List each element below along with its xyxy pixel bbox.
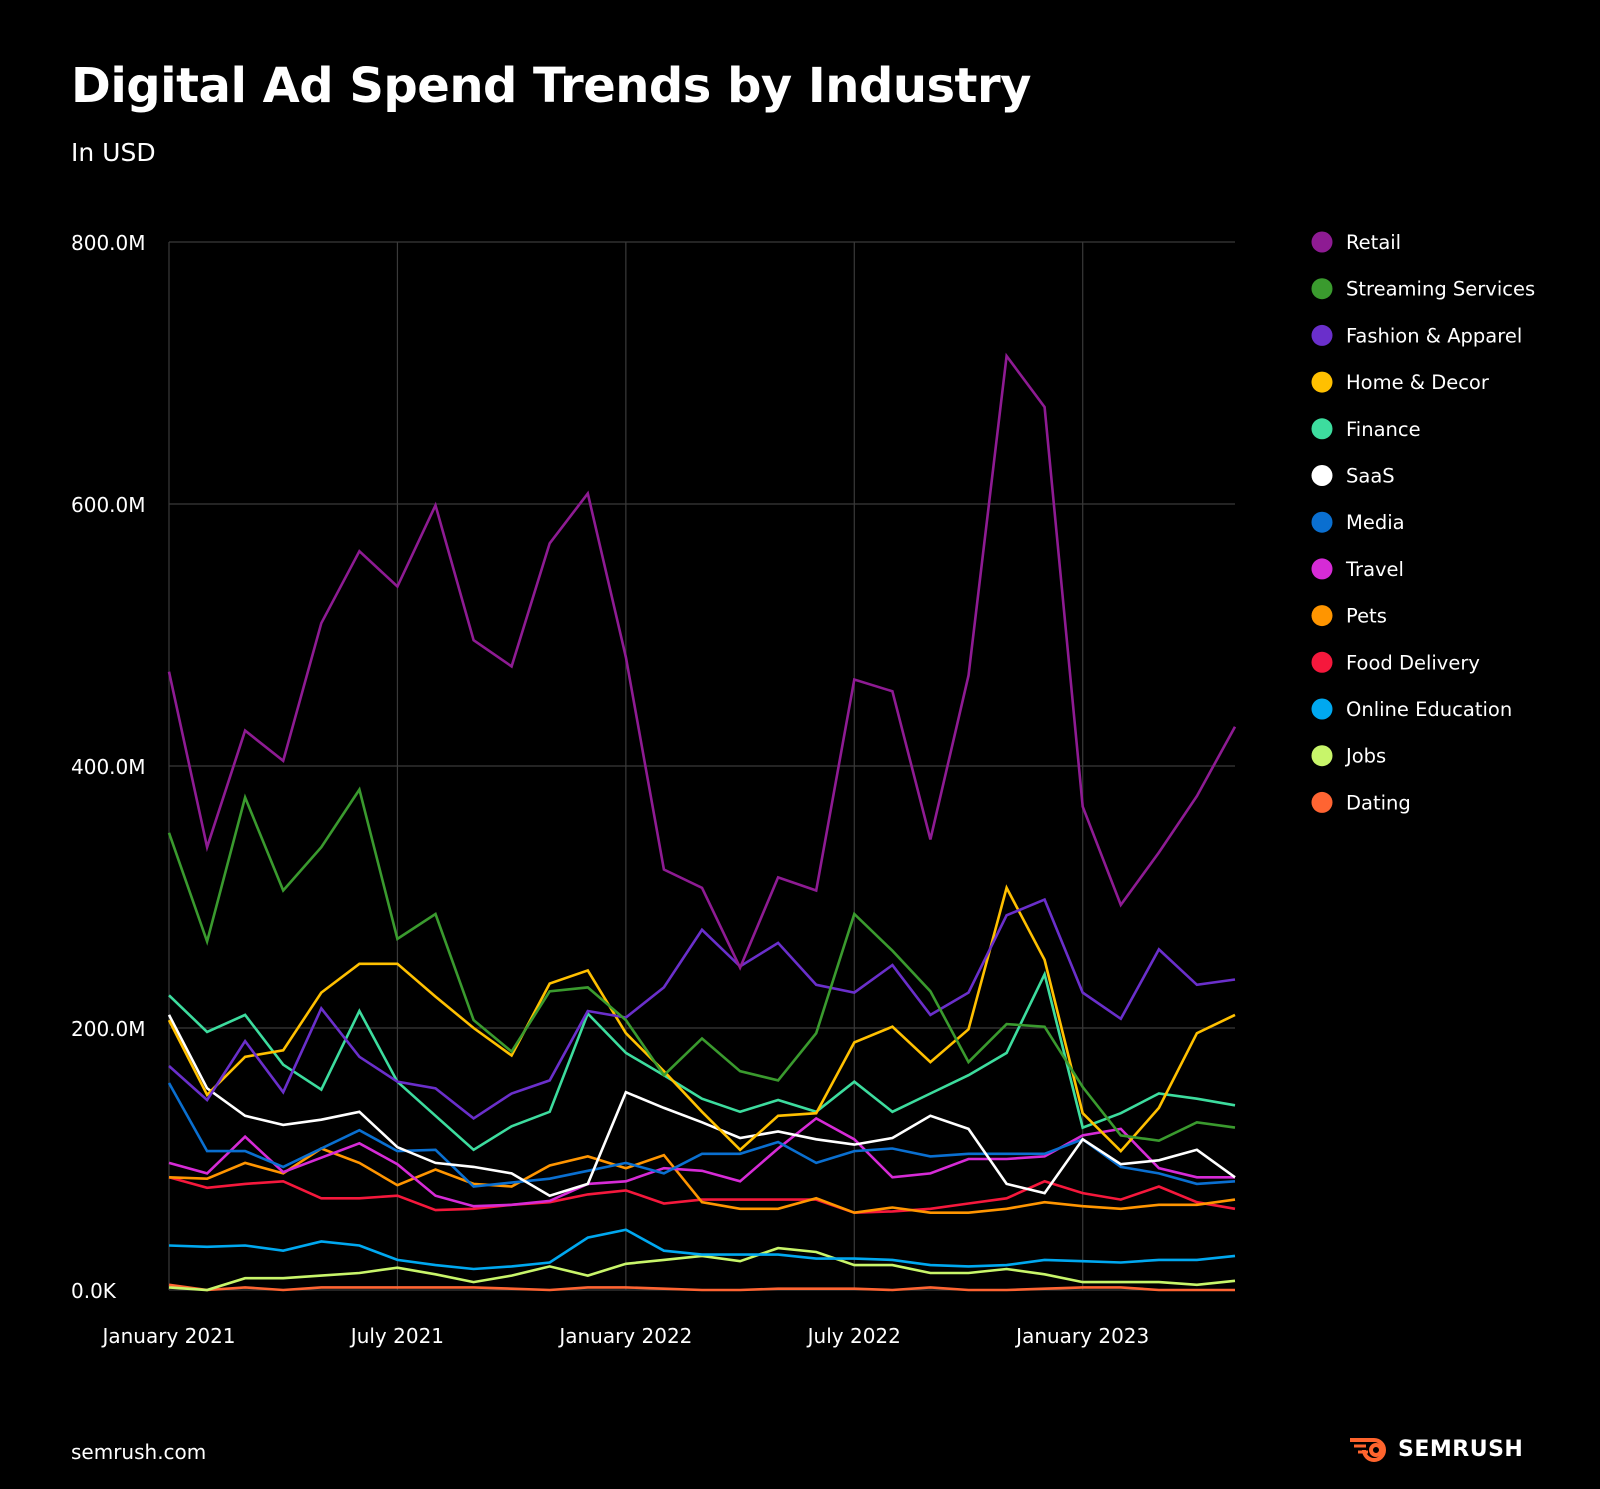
series-line-finance [168,970,1236,1152]
y-tick-label: 400.0M [71,755,146,779]
x-tick-label: July 2022 [806,1324,901,1348]
y-tick-label: 200.0M [71,1017,146,1041]
logo-text: SEMRUSH [1398,1436,1524,1462]
series-line-streaming-services [167,786,1236,1143]
legend-swatch [1311,371,1333,393]
y-tick-label: 800.0M [71,231,146,255]
legend-label: Home & Decor [1346,371,1490,394]
legend-label: Jobs [1344,745,1386,768]
x-tick-label: July 2021 [349,1324,444,1348]
series-line-home-decor [167,884,1236,1153]
legend-label: Media [1346,511,1405,534]
legend-label: SaaS [1346,465,1395,488]
series-line-dating [168,1283,1235,1292]
series-line-media [167,1082,1236,1188]
x-tick-label: January 2022 [557,1324,692,1348]
legend-swatch [1311,278,1333,300]
series-line-retail [167,352,1237,971]
chart-title: Digital Ad Spend Trends by Industry [71,58,1031,114]
x-tick-label: January 2021 [100,1324,235,1348]
series-line-fashion-apparel [168,897,1236,1121]
legend-label: Dating [1346,791,1411,814]
x-tick-label: January 2023 [1014,1324,1149,1348]
legend-swatch [1311,558,1333,580]
legend-swatch [1311,511,1333,533]
series-line-travel [168,1116,1235,1208]
legend-label: Online Education [1346,698,1512,721]
legend-label: Food Delivery [1346,651,1480,674]
legend-swatch [1311,324,1333,346]
series-line-pets [168,1147,1236,1215]
legend-label: Travel [1345,558,1404,581]
legend-swatch [1311,745,1333,767]
y-tick-label: 600.0M [71,493,146,517]
legend-swatch [1311,791,1333,813]
series-line-food-delivery [168,1176,1236,1215]
legend-label: Pets [1346,605,1387,628]
legend-label: Fashion & Apparel [1346,324,1522,347]
semrush-flame-icon [1350,1438,1386,1462]
legend-swatch [1311,698,1333,720]
legend-label: Finance [1346,418,1421,441]
y-tick-label: 0.0K [71,1279,117,1303]
legend-label: Retail [1346,231,1401,254]
legend-swatch [1311,231,1333,253]
semrush-logo: SEMRUSH [1348,1436,1523,1462]
chart-subtitle: In USD [71,138,156,167]
legend-label: Streaming Services [1346,278,1535,301]
source-text: semrush.com [71,1440,207,1464]
legend-swatch [1311,651,1333,673]
legend-swatch [1311,465,1333,486]
series-line-online-education [168,1228,1236,1271]
legend-swatch [1311,418,1333,440]
series-line-saas [167,1014,1236,1198]
legend-swatch [1311,605,1333,627]
